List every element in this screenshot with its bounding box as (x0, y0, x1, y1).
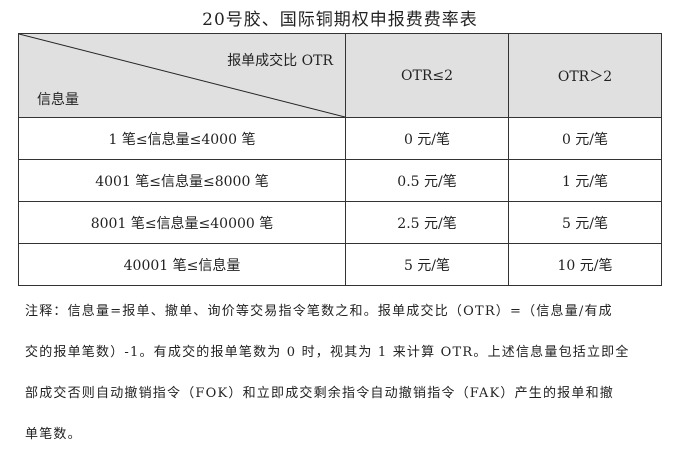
table-cell: 5 元/笔 (508, 201, 662, 244)
footnote-line: 交的报单笔数）-1。有成交的报单笔数为 0 时，视其为 1 来计算 OTR。上述… (25, 345, 630, 360)
footnote-line: 注释：信息量=报单、撤单、询价等交易指令笔数之和。报单成交比（OTR）=（信息量… (25, 304, 613, 319)
column-header: OTR≤2 (345, 33, 509, 118)
footnote-line: 单笔数。 (25, 427, 82, 442)
row-label: 4001 笔≤信息量≤8000 笔 (18, 159, 346, 202)
column-axis-label: 报单成交比 OTR (227, 53, 333, 69)
table-row: 40001 笔≤信息量 5 元/笔 10 元/笔 (18, 243, 662, 286)
table-cell: 5 元/笔 (345, 243, 509, 286)
diagonal-line (19, 34, 345, 117)
column-header: OTR＞2 (508, 33, 662, 118)
table-cell: 0 元/笔 (508, 117, 662, 160)
table-header-row: 报单成交比 OTR 信息量 OTR≤2 OTR＞2 (18, 33, 662, 118)
table-cell: 2.5 元/笔 (345, 201, 509, 244)
row-axis-label: 信息量 (37, 92, 79, 108)
fee-rate-table: 报单成交比 OTR 信息量 OTR≤2 OTR＞2 1 笔≤信息量≤4000 笔… (18, 33, 662, 286)
diagonal-header-cell: 报单成交比 OTR 信息量 (18, 33, 346, 118)
table-cell: 10 元/笔 (508, 243, 662, 286)
footnote: 注释：信息量=报单、撤单、询价等交易指令笔数之和。报单成交比（OTR）=（信息量… (25, 300, 665, 464)
document-title: 20号胶、国际铜期权申报费费率表 (202, 10, 478, 30)
table-row: 4001 笔≤信息量≤8000 笔 0.5 元/笔 1 元/笔 (18, 159, 662, 202)
row-label: 8001 笔≤信息量≤40000 笔 (18, 201, 346, 244)
row-label: 1 笔≤信息量≤4000 笔 (18, 117, 346, 160)
table-row: 8001 笔≤信息量≤40000 笔 2.5 元/笔 5 元/笔 (18, 201, 662, 244)
table-cell: 0.5 元/笔 (345, 159, 509, 202)
footnote-line: 部成交否则自动撤销指令（FOK）和立即成交剩余指令自动撤销指令（FAK）产生的报… (25, 386, 614, 401)
row-label: 40001 笔≤信息量 (18, 243, 346, 286)
table-cell: 1 元/笔 (508, 159, 662, 202)
table-cell: 0 元/笔 (345, 117, 509, 160)
table-row: 1 笔≤信息量≤4000 笔 0 元/笔 0 元/笔 (18, 117, 662, 160)
